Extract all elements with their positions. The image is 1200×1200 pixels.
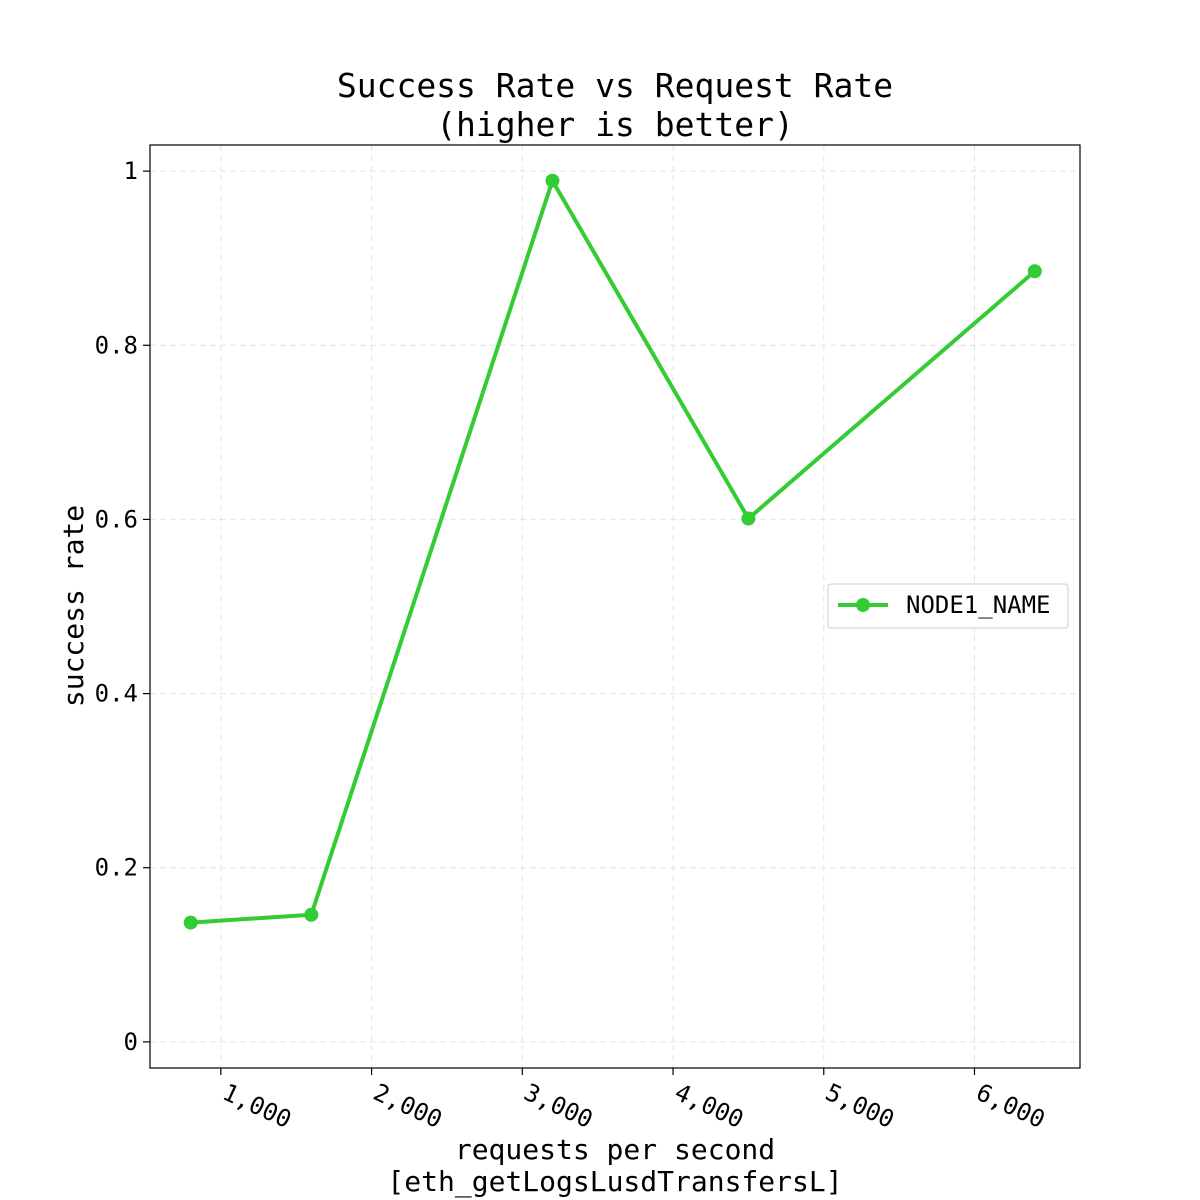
series-line	[190, 178, 1037, 925]
y-axis-label: success rate	[57, 505, 90, 707]
x-tick-label: 2,000	[369, 1078, 446, 1134]
data-point	[741, 511, 756, 526]
y-tick-label: 0.2	[95, 854, 138, 882]
data-point	[545, 173, 560, 188]
x-axis-label-line-2: [eth_getLogsLusdTransfersL]	[387, 1165, 842, 1199]
plot-area-frame	[149, 144, 1081, 1069]
data-point	[1027, 264, 1042, 279]
x-tick-label: 4,000	[670, 1078, 747, 1134]
chart-title-line-2: (higher is better)	[436, 105, 794, 144]
y-tick-label: 0.4	[95, 680, 138, 708]
x-tick-label: 6,000	[972, 1078, 1049, 1134]
data-point	[183, 915, 198, 930]
legend: NODE1_NAME	[827, 583, 1069, 629]
series-lines	[183, 173, 1042, 930]
y-tick-label: 0	[124, 1028, 138, 1056]
legend-marker	[856, 598, 870, 612]
axis-ticks: 1,000 2,000 3,000 4,000 5,000 6,000 0 0.2 0.4 0.6…	[95, 157, 1050, 1134]
x-tick-label: 3,000	[520, 1078, 597, 1134]
legend-label: NODE1_NAME	[906, 591, 1051, 619]
chart-title-line-1: Success Rate vs Request Rate	[337, 66, 893, 105]
data-point	[304, 907, 319, 922]
x-tick-label: 5,000	[821, 1078, 898, 1134]
x-axis-label-line-1: requests per second	[455, 1133, 775, 1166]
legend-box	[827, 583, 1069, 629]
y-tick-label: 0.8	[95, 331, 138, 359]
y-tick-label: 1	[124, 157, 138, 185]
y-tick-label: 0.6	[95, 505, 138, 533]
grid-lines	[150, 145, 1080, 1068]
x-tick-label: 1,000	[218, 1078, 295, 1134]
